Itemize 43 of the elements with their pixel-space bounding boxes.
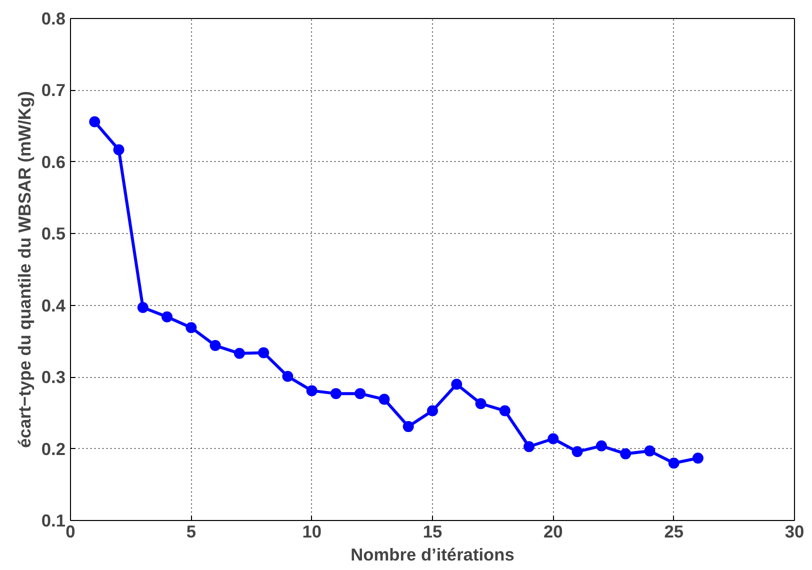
x-tick-label: 10 bbox=[302, 522, 322, 542]
point bbox=[89, 116, 100, 128]
x-tick-label: 5 bbox=[186, 522, 196, 542]
point bbox=[113, 144, 124, 156]
point bbox=[162, 311, 173, 322]
point bbox=[620, 448, 632, 460]
x-axis-title: Nombre d’itérations bbox=[350, 544, 514, 564]
y-tick-label: 0.3 bbox=[41, 367, 66, 388]
point bbox=[402, 421, 414, 432]
point bbox=[258, 347, 270, 358]
y-tick-label: 0.2 bbox=[41, 438, 66, 459]
point bbox=[572, 446, 583, 458]
y-tick-label: 0.6 bbox=[41, 152, 66, 172]
point bbox=[475, 398, 486, 410]
point bbox=[137, 302, 148, 313]
point bbox=[499, 405, 510, 416]
x-tick-label: 20 bbox=[544, 522, 563, 542]
y-tick-label: 0.1 bbox=[41, 510, 66, 530]
y-tick-label: 0.4 bbox=[41, 295, 66, 316]
x-tick-label: 30 bbox=[784, 522, 804, 542]
x-tick-label: 15 bbox=[422, 522, 442, 542]
point bbox=[234, 348, 245, 359]
point bbox=[644, 445, 656, 456]
point bbox=[451, 378, 462, 390]
point bbox=[282, 370, 294, 382]
y-tick-label: 0.8 bbox=[41, 8, 66, 28]
point bbox=[186, 322, 197, 334]
point bbox=[427, 405, 438, 416]
point bbox=[596, 440, 607, 452]
y-tick-label: 0.7 bbox=[41, 80, 66, 100]
point bbox=[668, 458, 680, 469]
point bbox=[330, 388, 342, 400]
point bbox=[210, 340, 221, 352]
point bbox=[306, 385, 318, 396]
point bbox=[378, 394, 390, 405]
x-tick-label: 25 bbox=[664, 522, 684, 542]
y-tick-label: 0.5 bbox=[41, 224, 66, 244]
point bbox=[354, 388, 366, 400]
x-tick-label: 0 bbox=[66, 522, 76, 542]
point bbox=[692, 452, 704, 464]
y-axis-title: écart−type du quantile du WBSAR (mW/Kg) bbox=[14, 91, 34, 448]
point bbox=[524, 441, 535, 452]
point bbox=[548, 433, 559, 444]
